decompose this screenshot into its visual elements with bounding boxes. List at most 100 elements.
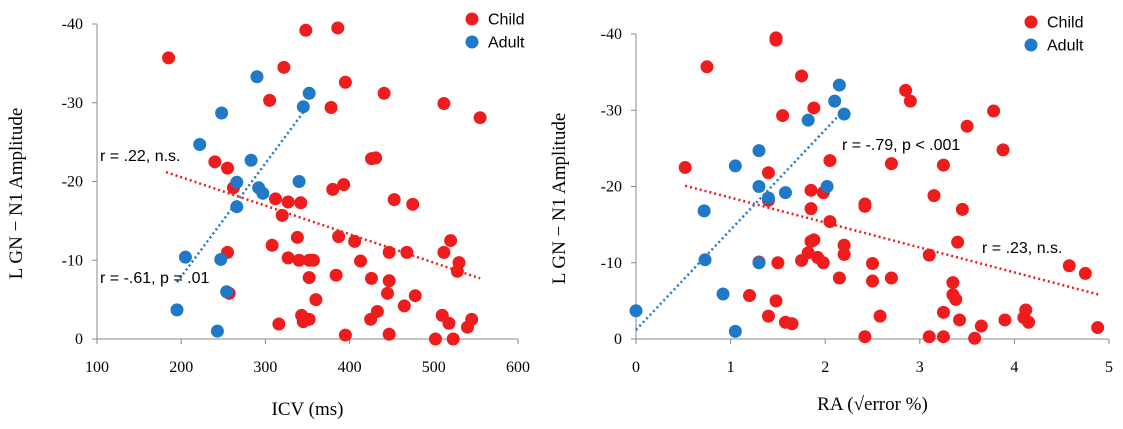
data-point-child xyxy=(450,264,464,278)
x-tick-label: 0 xyxy=(632,359,640,376)
y-tick-label: -30 xyxy=(601,102,622,119)
data-point-adult xyxy=(296,100,310,114)
x-tick-label: 4 xyxy=(1010,359,1018,376)
data-point-child xyxy=(1091,321,1105,335)
y-tick-label: 0 xyxy=(75,331,83,348)
y-tick-label: -20 xyxy=(601,179,622,196)
data-point-child xyxy=(922,330,936,344)
data-point-child xyxy=(306,253,320,267)
data-point-child xyxy=(936,330,950,344)
data-point-child xyxy=(936,158,950,172)
data-point-adult xyxy=(778,186,792,200)
data-point-adult xyxy=(752,180,766,193)
data-point-child xyxy=(221,161,235,175)
data-point-child xyxy=(960,119,974,133)
data-point-adult xyxy=(698,253,712,267)
data-point-child xyxy=(364,271,378,285)
legend-marker-child xyxy=(465,12,479,26)
trendline-child xyxy=(684,184,1100,296)
data-point-adult xyxy=(244,153,258,167)
y-axis-label: L GN − N1 Amplitude xyxy=(549,113,570,285)
data-point-adult xyxy=(629,304,643,318)
data-point-adult xyxy=(215,106,229,120)
data-point-child xyxy=(387,193,401,207)
x-tick-label: 5 xyxy=(1105,359,1113,376)
data-point-child xyxy=(263,93,277,107)
data-point-child xyxy=(998,313,1012,327)
x-tick-label: 1 xyxy=(727,359,735,376)
y-tick-label: 0 xyxy=(614,331,622,348)
data-point-child xyxy=(437,245,451,259)
legend-label-adult: Adult xyxy=(1047,38,1084,55)
data-point-child xyxy=(761,309,775,323)
data-point-child xyxy=(795,69,809,83)
data-point-child xyxy=(743,289,757,303)
data-point-child xyxy=(858,330,872,344)
data-point-child xyxy=(473,111,487,125)
data-point-child xyxy=(444,234,458,248)
data-point-child xyxy=(294,196,308,210)
data-point-adult xyxy=(220,285,234,299)
data-point-child xyxy=(858,199,872,213)
data-point-child xyxy=(974,319,988,333)
data-point-adult xyxy=(178,250,192,264)
data-point-child xyxy=(338,75,352,89)
x-tick-label: 300 xyxy=(253,359,277,376)
legend-label-child: Child xyxy=(488,12,524,29)
data-point-child xyxy=(936,305,950,319)
data-point-child xyxy=(281,195,295,209)
data-point-child xyxy=(807,233,821,247)
data-point-child xyxy=(949,292,963,306)
y-tick-label: -30 xyxy=(62,95,83,112)
data-point-child xyxy=(382,274,396,288)
x-tick-label: 600 xyxy=(506,359,530,376)
data-point-adult xyxy=(761,191,775,205)
data-point-child xyxy=(903,94,917,108)
data-point-child xyxy=(277,60,291,74)
data-point-child xyxy=(1022,315,1036,329)
trendline-annotation: r = -.79, p < .001 xyxy=(842,137,960,154)
data-point-child xyxy=(302,312,316,326)
data-point-child xyxy=(442,316,456,330)
data-point-child xyxy=(272,317,286,331)
data-point-child xyxy=(816,256,830,270)
data-point-child xyxy=(208,155,222,169)
data-point-child xyxy=(329,268,343,282)
data-point-child xyxy=(951,235,965,249)
data-point-child xyxy=(337,178,351,192)
data-point-child xyxy=(884,157,898,171)
data-point-child xyxy=(338,328,352,342)
data-point-adult xyxy=(697,204,711,218)
data-point-adult xyxy=(256,186,270,200)
x-tick-label: 200 xyxy=(169,359,193,376)
legend-label-adult: Adult xyxy=(488,35,525,52)
data-point-adult xyxy=(716,287,730,301)
data-point-child xyxy=(446,332,460,346)
data-point-child xyxy=(465,312,479,326)
trendline-child xyxy=(165,170,481,280)
data-point-child xyxy=(807,101,821,115)
series-child-points xyxy=(678,31,1105,345)
chart-panel-2: 0 -10 -20 -30 -40 0 1 2 3 4 5 RA (√error %) L GN − N… xyxy=(549,15,1113,416)
data-point-child xyxy=(331,21,345,35)
data-point-child xyxy=(400,245,414,259)
data-point-adult xyxy=(820,180,834,193)
data-point-child xyxy=(804,202,818,216)
data-point-child xyxy=(290,230,304,244)
x-axis-label: ICV (ms) xyxy=(272,399,344,420)
data-point-child xyxy=(269,192,283,206)
data-point-child xyxy=(382,245,396,259)
y-tick-label: -10 xyxy=(601,255,622,272)
trendline-annotation: r = .22, n.s. xyxy=(100,148,180,165)
y-axis-label: L GN − N1 Amplitude xyxy=(6,108,27,280)
data-point-child xyxy=(899,83,913,97)
data-point-child xyxy=(678,160,692,174)
data-point-child xyxy=(769,294,783,308)
x-tick-label: 400 xyxy=(338,359,362,376)
data-point-child xyxy=(968,331,982,345)
data-point-child xyxy=(281,251,295,265)
data-point-child xyxy=(397,299,411,313)
data-point-child xyxy=(292,253,306,267)
y-tick-label: -10 xyxy=(62,252,83,269)
data-point-child xyxy=(832,271,846,285)
